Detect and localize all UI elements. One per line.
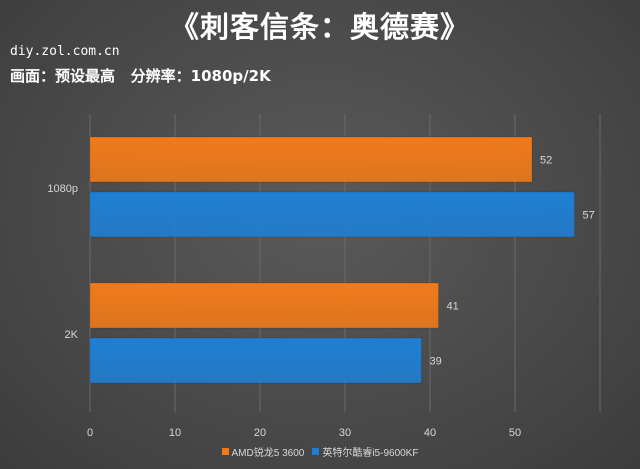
x-tick-label: 0 — [87, 427, 93, 439]
data-label: 39 — [430, 356, 442, 368]
legend-label-series-2: 英特尔酷睿i5-9600KF — [322, 448, 419, 459]
y-category-label: 1080p — [47, 183, 78, 195]
x-tick-label: 40 — [424, 427, 436, 439]
x-tick-label: 10 — [169, 427, 181, 439]
y-category-label: 2K — [65, 329, 79, 341]
legend-item-series-2: 英特尔酷睿i5-9600KF — [312, 444, 418, 459]
chart-subtitle: 画面：预设最高 分辨率：1080p/2K — [10, 67, 271, 85]
x-tick-label: 20 — [254, 427, 266, 439]
data-label: 41 — [447, 301, 459, 313]
x-tick-label: 30 — [339, 427, 351, 439]
bar-1080p-series-2 — [89, 191, 575, 238]
x-tick-label: 50 — [509, 427, 521, 439]
bar-1080p-series-1 — [89, 136, 533, 183]
source-text: diy.zol.com.cn — [10, 44, 120, 59]
chart-title: 《刺客信条：奥德赛》 — [169, 10, 470, 44]
legend-swatch-series-1 — [221, 448, 229, 455]
bar-2K-series-1 — [89, 282, 439, 329]
data-label: 52 — [540, 155, 552, 167]
data-label: 57 — [583, 210, 595, 222]
legend-label-series-1: AMD锐龙5 3600 — [231, 448, 305, 459]
legend: AMD锐龙5 3600 英特尔酷睿i5-9600KF — [0, 444, 640, 459]
bar-2K-series-2 — [89, 337, 422, 384]
legend-item-series-1: AMD锐龙5 3600 — [221, 444, 305, 459]
legend-swatch-series-2 — [312, 448, 320, 455]
